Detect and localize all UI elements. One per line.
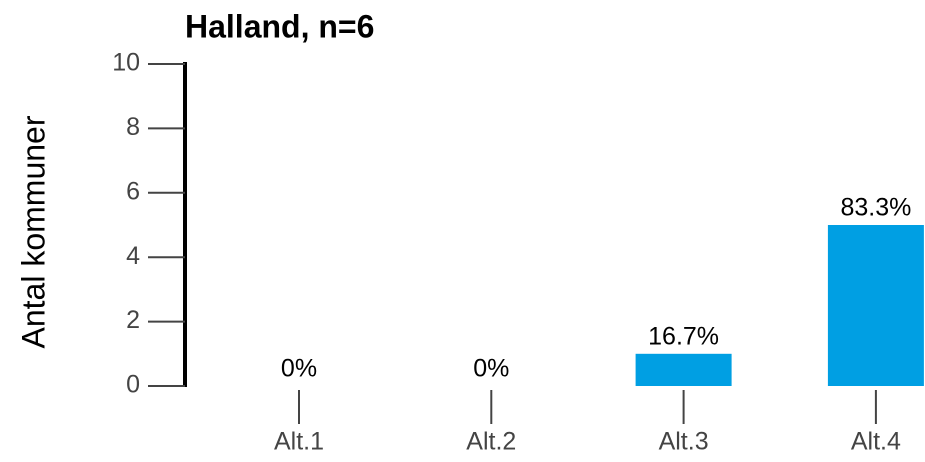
- value-label: 0%: [473, 355, 509, 383]
- chart-title: Halland, n=6: [185, 8, 374, 44]
- y-tick-label: 4: [126, 242, 140, 270]
- bar: [827, 225, 924, 386]
- value-label: 0%: [281, 355, 317, 383]
- bar: [635, 353, 732, 386]
- y-tick-label: 8: [126, 113, 140, 141]
- value-label: 83.3%: [840, 194, 911, 222]
- x-tick-label: Alt.2: [466, 428, 516, 456]
- y-tick-label: 6: [126, 177, 140, 205]
- x-tick-label: Alt.1: [274, 428, 324, 456]
- y-tick-label: 10: [112, 49, 140, 77]
- y-tick-label: 2: [126, 306, 140, 334]
- x-tick-label: Alt.3: [659, 428, 709, 456]
- value-label: 16.7%: [648, 322, 719, 350]
- x-tick-label: Alt.4: [851, 428, 901, 456]
- y-axis-label: Antal kommuner: [15, 115, 51, 348]
- y-tick-label: 0: [126, 371, 140, 399]
